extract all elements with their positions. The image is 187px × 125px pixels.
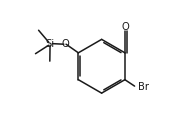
Text: Br: Br — [138, 82, 149, 92]
Text: Si: Si — [45, 39, 54, 49]
Text: O: O — [122, 22, 129, 32]
Text: O: O — [62, 39, 70, 49]
